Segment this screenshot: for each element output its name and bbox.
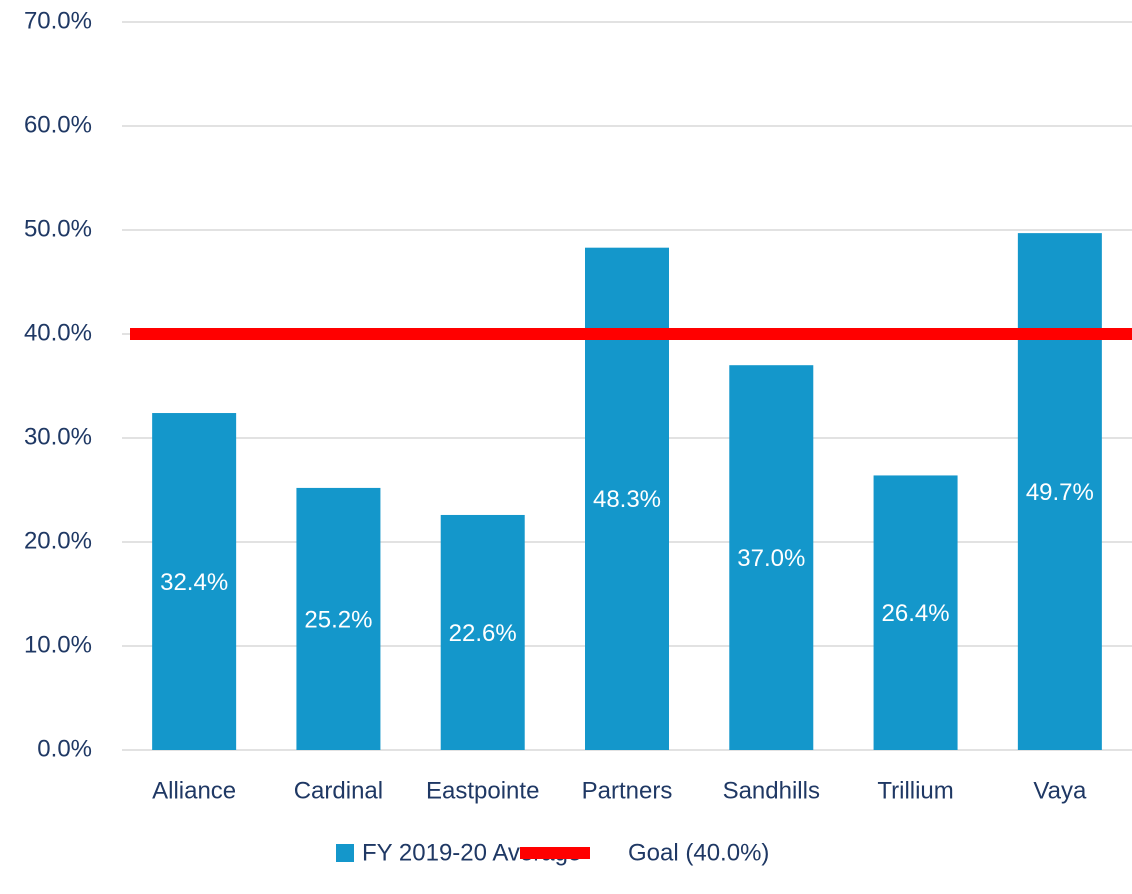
bar (296, 487, 381, 750)
bar (152, 413, 237, 750)
x-tick-label: Vaya (1033, 777, 1087, 804)
data-label: 49.7% (1026, 479, 1094, 506)
x-tick-label: Cardinal (294, 777, 383, 804)
data-label: 22.6% (449, 620, 517, 647)
y-tick-label: 50.0% (24, 215, 92, 242)
bar (1017, 233, 1102, 750)
legend-swatch (336, 844, 354, 862)
x-tick-label: Partners (582, 777, 673, 804)
y-tick-label: 0.0% (37, 735, 92, 762)
data-label: 48.3% (593, 486, 661, 513)
data-label: 26.4% (882, 600, 950, 627)
legend-label: Goal (40.0%) (628, 839, 769, 866)
data-label: 32.4% (160, 569, 228, 596)
x-tick-label: Trillium (877, 777, 953, 804)
bar (729, 365, 814, 750)
data-label: 37.0% (737, 545, 805, 572)
y-tick-label: 30.0% (24, 423, 92, 450)
y-tick-label: 10.0% (24, 631, 92, 658)
bar (873, 475, 958, 750)
x-tick-label: Alliance (152, 777, 236, 804)
bar (440, 514, 525, 750)
y-tick-label: 20.0% (24, 527, 92, 554)
x-tick-label: Sandhills (723, 777, 820, 804)
y-tick-label: 70.0% (24, 7, 92, 34)
y-tick-label: 40.0% (24, 319, 92, 346)
x-tick-label: Eastpointe (426, 777, 539, 804)
y-tick-label: 60.0% (24, 111, 92, 138)
data-label: 25.2% (304, 606, 372, 633)
